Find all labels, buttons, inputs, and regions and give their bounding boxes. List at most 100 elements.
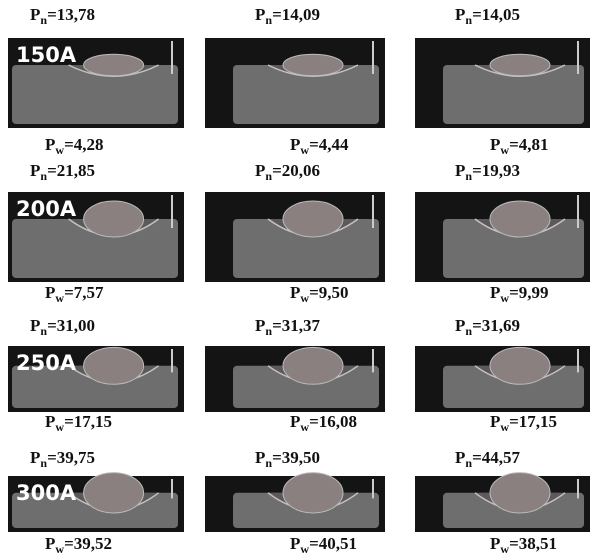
symbol: P — [455, 448, 465, 467]
width-label: Pw=7,57 — [45, 283, 104, 305]
symbol: P — [490, 283, 500, 302]
subscript: w — [55, 291, 64, 305]
value: =16,08 — [309, 412, 357, 431]
weld-image — [415, 473, 590, 532]
weld-bead — [283, 201, 343, 237]
value: =31,00 — [47, 316, 95, 335]
current-label: 200A — [16, 197, 77, 221]
penetration-label: Pn=13,78 — [30, 5, 95, 27]
weld-bead — [283, 54, 343, 76]
penetration-label: Pn=20,06 — [255, 161, 320, 183]
weld-bead — [84, 54, 144, 76]
width-label: Pw=4,28 — [45, 135, 104, 157]
weld-bead — [283, 473, 343, 513]
subscript: w — [300, 542, 309, 556]
symbol: P — [30, 316, 40, 335]
value: =39,52 — [64, 534, 112, 553]
width-label: Pw=9,50 — [290, 283, 349, 305]
symbol: P — [45, 135, 55, 154]
value: =38,51 — [509, 534, 557, 553]
weld-bead — [84, 473, 144, 513]
width-label: Pw=17,15 — [45, 412, 112, 434]
subscript: w — [500, 542, 509, 556]
symbol: P — [255, 161, 265, 180]
symbol: P — [290, 534, 300, 553]
penetration-label: Pn=39,50 — [255, 448, 320, 470]
penetration-label: Pn=44,57 — [455, 448, 521, 470]
symbol: P — [290, 135, 300, 154]
penetration-label: Pn=31,69 — [455, 316, 520, 338]
width-label: Pw=4,44 — [290, 135, 349, 157]
subscript: w — [500, 143, 509, 157]
penetration-label: Pn=39,75 — [30, 448, 95, 470]
value: =4,81 — [509, 135, 548, 154]
weld-image — [205, 192, 385, 282]
symbol: P — [45, 534, 55, 553]
width-label: Pw=39,52 — [45, 534, 112, 556]
value: =17,15 — [509, 412, 557, 431]
symbol: P — [490, 412, 500, 431]
value: =17,15 — [64, 412, 112, 431]
symbol: P — [30, 448, 40, 467]
value: =4,28 — [64, 135, 103, 154]
weld-bead — [84, 347, 144, 384]
penetration-label: Pn=21,85 — [30, 161, 95, 183]
symbol: P — [455, 316, 465, 335]
penetration-label: Pn=14,09 — [255, 5, 320, 27]
width-label: Pw=9,99 — [490, 283, 549, 305]
value: =21,85 — [47, 161, 95, 180]
weld-bead — [490, 201, 550, 237]
current-label: 300A — [16, 481, 77, 505]
value: =20,06 — [272, 161, 320, 180]
weld-bead — [84, 201, 144, 237]
value: =13,78 — [47, 5, 95, 24]
value: =44,57 — [472, 448, 520, 467]
symbol: P — [30, 161, 40, 180]
value: =9,99 — [509, 283, 548, 302]
value: =19,93 — [472, 161, 520, 180]
value: =31,37 — [272, 316, 320, 335]
weld-image — [415, 346, 590, 412]
value: =7,57 — [64, 283, 104, 302]
symbol: P — [455, 5, 465, 24]
weld-image — [205, 473, 385, 532]
symbol: P — [290, 283, 300, 302]
subscript: w — [300, 291, 309, 305]
weld-image — [205, 38, 385, 128]
penetration-label: Pn=31,00 — [30, 316, 95, 338]
symbol: P — [490, 534, 500, 553]
value: =40,51 — [309, 534, 357, 553]
weld-image — [205, 346, 385, 412]
value: =4,44 — [309, 135, 349, 154]
penetration-label: Pn=14,05 — [455, 5, 520, 27]
weld-image — [415, 192, 590, 282]
width-label: Pw=38,51 — [490, 534, 557, 556]
value: =9,50 — [309, 283, 348, 302]
symbol: P — [45, 412, 55, 431]
weld-image — [415, 38, 590, 128]
weld-bead — [490, 54, 550, 76]
weld-bead — [283, 347, 343, 384]
value: =14,05 — [472, 5, 520, 24]
subscript: w — [500, 291, 509, 305]
symbol: P — [290, 412, 300, 431]
weld-bead — [490, 347, 550, 384]
width-label: Pw=16,08 — [290, 412, 357, 434]
symbol: P — [455, 161, 465, 180]
width-label: Pw=17,15 — [490, 412, 557, 434]
symbol: P — [490, 135, 500, 154]
value: =14,09 — [272, 5, 320, 24]
penetration-label: Pn=31,37 — [255, 316, 321, 338]
symbol: P — [255, 5, 265, 24]
value: =39,50 — [272, 448, 320, 467]
width-label: Pw=40,51 — [290, 534, 357, 556]
value: =31,69 — [472, 316, 520, 335]
value: =39,75 — [47, 448, 95, 467]
subscript: w — [300, 420, 309, 434]
subscript: w — [55, 143, 64, 157]
penetration-label: Pn=19,93 — [455, 161, 520, 183]
symbol: P — [255, 316, 265, 335]
symbol: P — [30, 5, 40, 24]
subscript: w — [500, 420, 509, 434]
weld-bead — [490, 473, 550, 513]
